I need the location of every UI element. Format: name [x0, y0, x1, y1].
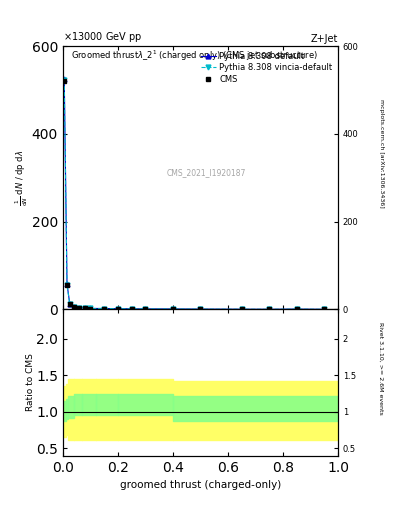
- CMS: [68, 301, 72, 307]
- Text: mcplots.cern.ch [arXiv:1306.3436]: mcplots.cern.ch [arXiv:1306.3436]: [379, 99, 384, 208]
- Line: CMS: CMS: [62, 79, 327, 312]
- X-axis label: groomed thrust (charged-only): groomed thrust (charged-only): [120, 480, 281, 490]
- Pythia 8.308 vincia-default: [143, 306, 148, 312]
- Pythia 8.308 default: [102, 306, 107, 312]
- CMS: [64, 282, 70, 288]
- CMS: [88, 306, 93, 312]
- Pythia 8.308 default: [129, 306, 134, 312]
- CMS: [72, 304, 76, 310]
- CMS: [198, 306, 203, 312]
- Pythia 8.308 vincia-default: [239, 306, 244, 312]
- Pythia 8.308 default: [68, 301, 72, 307]
- CMS: [143, 306, 148, 312]
- Pythia 8.308 vincia-default: [322, 306, 327, 312]
- Pythia 8.308 default: [77, 305, 82, 311]
- Pythia 8.308 vincia-default: [62, 77, 67, 83]
- Pythia 8.308 vincia-default: [72, 304, 76, 310]
- Text: Rivet 3.1.10, >= 2.6M events: Rivet 3.1.10, >= 2.6M events: [379, 322, 384, 415]
- Text: CMS_2021_I1920187: CMS_2021_I1920187: [166, 168, 246, 177]
- Pythia 8.308 vincia-default: [294, 306, 299, 312]
- Legend: Pythia 8.308 default, Pythia 8.308 vincia-default, CMS: Pythia 8.308 default, Pythia 8.308 vinci…: [199, 50, 334, 86]
- Pythia 8.308 default: [64, 281, 70, 287]
- CMS: [239, 306, 244, 312]
- Pythia 8.308 vincia-default: [83, 305, 87, 311]
- Pythia 8.308 default: [116, 306, 120, 312]
- Pythia 8.308 vincia-default: [129, 306, 134, 312]
- Pythia 8.308 default: [171, 306, 175, 312]
- Pythia 8.308 default: [62, 76, 67, 82]
- Pythia 8.308 default: [294, 306, 299, 312]
- Pythia 8.308 vincia-default: [267, 306, 272, 312]
- Pythia 8.308 default: [198, 306, 203, 312]
- Pythia 8.308 vincia-default: [198, 306, 203, 312]
- CMS: [102, 306, 107, 312]
- Line: Pythia 8.308 vincia-default: Pythia 8.308 vincia-default: [62, 78, 327, 312]
- Text: Groomed thrust$\lambda\_2^1$ (charged only) (CMS jet substructure): Groomed thrust$\lambda\_2^1$ (charged on…: [71, 49, 318, 63]
- CMS: [83, 305, 87, 311]
- Pythia 8.308 vincia-default: [64, 282, 70, 288]
- Pythia 8.308 vincia-default: [88, 305, 93, 311]
- CMS: [322, 306, 327, 312]
- Pythia 8.308 default: [267, 306, 272, 312]
- Pythia 8.308 vincia-default: [116, 306, 120, 312]
- Pythia 8.308 default: [239, 306, 244, 312]
- Line: Pythia 8.308 default: Pythia 8.308 default: [62, 77, 327, 312]
- Text: Z+Jet: Z+Jet: [310, 33, 338, 44]
- CMS: [77, 305, 82, 311]
- Pythia 8.308 default: [322, 306, 327, 312]
- Pythia 8.308 default: [83, 305, 87, 311]
- Y-axis label: Ratio to CMS: Ratio to CMS: [26, 354, 35, 412]
- Pythia 8.308 default: [72, 304, 76, 310]
- Text: $\times$13000 GeV pp: $\times$13000 GeV pp: [63, 30, 142, 44]
- CMS: [62, 78, 67, 84]
- Pythia 8.308 vincia-default: [77, 305, 82, 311]
- Pythia 8.308 vincia-default: [171, 306, 175, 312]
- CMS: [171, 306, 175, 312]
- CMS: [294, 306, 299, 312]
- CMS: [267, 306, 272, 312]
- Pythia 8.308 default: [88, 305, 93, 311]
- Y-axis label: $\frac{1}{\mathrm{d}N}$ $\mathrm{d}N$ / $\mathrm{d}$p $\mathrm{d}\lambda$: $\frac{1}{\mathrm{d}N}$ $\mathrm{d}N$ / …: [14, 150, 30, 206]
- CMS: [129, 306, 134, 312]
- Pythia 8.308 vincia-default: [102, 306, 107, 312]
- Pythia 8.308 vincia-default: [68, 301, 72, 307]
- Pythia 8.308 default: [143, 306, 148, 312]
- CMS: [116, 306, 120, 312]
